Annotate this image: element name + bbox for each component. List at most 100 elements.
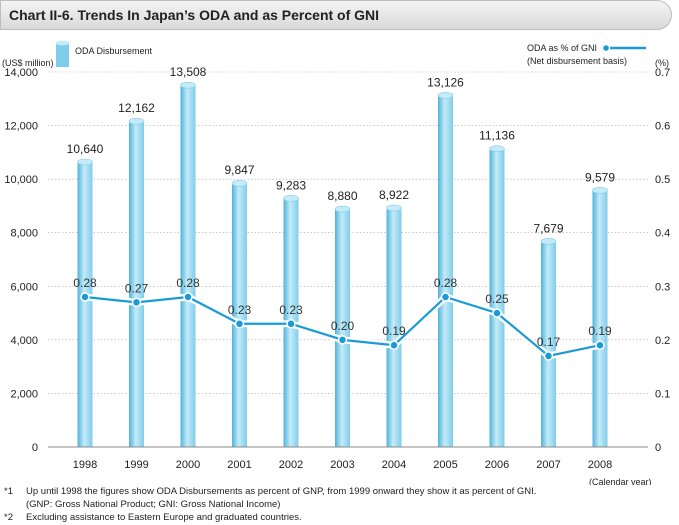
footnote-1: *1 Up until 1998 the figures show ODA Di… (4, 485, 676, 498)
oda-bar-top (437, 92, 454, 99)
chart-title: Chart II-6. Trends In Japan’s ODA and as… (9, 7, 380, 23)
year-tick-label: 2004 (382, 459, 406, 471)
legend-line-marker (601, 43, 611, 53)
oda-bar-value: 9,847 (224, 163, 254, 177)
oda-bar-top (283, 195, 299, 202)
oda-bar (180, 85, 196, 447)
gni-point (440, 292, 451, 302)
oda-bar-value: 8,880 (327, 189, 357, 203)
gni-point (492, 308, 502, 318)
left-tick-label: 10,000 (4, 174, 38, 186)
gni-point-value: 0.20 (331, 319, 355, 333)
legend-bar-label: ODA Disbursement (75, 46, 153, 56)
oda-bar-value: 12,162 (118, 101, 155, 115)
legend-line-label: ODA as % of GNI (527, 43, 597, 53)
oda-bar (335, 209, 350, 447)
gni-point-value: 0.23 (228, 303, 252, 317)
left-tick-label: 14,000 (4, 67, 38, 79)
right-tick-label: 0.2 (655, 335, 670, 347)
right-axis-unit: (%) (655, 58, 669, 68)
legend-bar: ODA Disbursement (56, 40, 153, 67)
year-tick-label: 2001 (227, 459, 251, 471)
year-tick-label: 2002 (279, 459, 303, 471)
footnote-2: *2 Excluding assistance to Eastern Europ… (4, 511, 676, 524)
gni-point-value: 0.25 (485, 292, 509, 306)
year-tick-label: 2003 (330, 459, 354, 471)
line-layer (80, 292, 605, 361)
oda-bar-value: 9,579 (585, 170, 615, 184)
left-tick-label: 0 (32, 442, 38, 454)
gni-point (234, 319, 245, 329)
year-tick-label: 1998 (73, 459, 97, 471)
right-tick-label: 0.3 (655, 281, 670, 293)
gni-point-value: 0.19 (588, 324, 612, 338)
gni-point-value: 0.28 (434, 276, 458, 290)
right-tick-label: 0.7 (655, 67, 670, 79)
right-tick-label: 0 (655, 442, 661, 454)
oda-bar (592, 190, 608, 447)
gni-point (80, 292, 90, 302)
year-tick-label: 2000 (176, 459, 200, 471)
gni-point-value: 0.28 (176, 276, 200, 290)
year-tick-label: 2008 (588, 459, 612, 471)
gni-point-value: 0.17 (537, 335, 561, 349)
oda-bar-top (77, 158, 93, 166)
oda-bar-top (128, 117, 145, 125)
gni-point-value: 0.27 (125, 281, 149, 295)
year-tick-label: 2006 (485, 459, 509, 471)
year-tick-label: 1999 (124, 459, 148, 471)
right-tick-label: 0.1 (655, 388, 670, 400)
left-tick-label: 6,000 (10, 281, 38, 293)
oda-bar-top (540, 238, 557, 245)
bar-layer (77, 81, 608, 448)
left-tick-label: 8,000 (10, 228, 38, 240)
footnote-1-mark: *1 (4, 486, 13, 497)
footnotes: *1 Up until 1998 the figures show ODA Di… (4, 485, 676, 524)
gni-point-value: 0.23 (279, 303, 303, 317)
oda-bar-value: 7,679 (533, 221, 563, 235)
legend-bar-swatch (56, 43, 69, 67)
left-tick-label: 12,000 (4, 121, 38, 133)
oda-bar-value: 11,136 (479, 129, 515, 143)
gni-point (183, 292, 193, 302)
oda-bar-value: 10,640 (67, 142, 104, 156)
oda-bar (232, 183, 247, 447)
oda-bar (438, 95, 453, 448)
right-tick-label: 0.6 (655, 121, 670, 133)
year-tick-label: 2007 (536, 459, 560, 471)
oda-bar-value: 13,508 (170, 65, 207, 79)
right-tick-label: 0.5 (655, 174, 670, 186)
legend-line: ODA as % of GNI (Net disbursement basis) (527, 43, 646, 66)
left-tick-label: 4,000 (10, 335, 38, 347)
gni-point (337, 335, 348, 345)
oda-bar-top (334, 205, 351, 213)
oda-bar-top (386, 204, 402, 212)
label-layer: 10,640 12,162 13,508 9,847 9,283 8,880 8,922 13… (67, 65, 616, 349)
footnote-2-mark: *2 (4, 512, 13, 523)
oda-bar-top (592, 187, 608, 194)
left-axis-unit: (US$ million) (2, 58, 54, 68)
oda-bar (386, 208, 402, 447)
oda-bar-top (180, 81, 196, 89)
x-axis-label: (Calendar year) (589, 477, 652, 485)
footnote-1b-mark (4, 498, 26, 511)
oda-bar (541, 241, 556, 447)
oda-bar-top (489, 145, 505, 153)
footnote-1-text: Up until 1998 the figures show ODA Disbu… (26, 486, 537, 497)
gni-point (389, 340, 399, 350)
chart-svg: 10,640 12,162 13,508 9,847 9,283 8,880 8,922 13… (2, 40, 670, 485)
gni-point (543, 351, 554, 361)
chart-title-bar: Chart II-6. Trends In Japan’s ODA and as… (0, 0, 672, 30)
oda-bar (489, 148, 505, 447)
footnote-1b-text: (GNP: Gross National Product; GNI: Gross… (26, 499, 281, 510)
legend-bar-swatch-top (56, 40, 69, 46)
oda-bar-value: 13,126 (427, 75, 464, 89)
oda-bar-value: 9,283 (276, 178, 306, 192)
left-tick-label: 2,000 (10, 388, 38, 400)
footnote-1-continued: (GNP: Gross National Product; GNI: Gross… (4, 498, 676, 511)
gni-point-value: 0.28 (73, 276, 97, 290)
oda-bar (129, 121, 144, 447)
year-tick-label: 2005 (433, 459, 457, 471)
gni-point-value: 0.19 (382, 324, 406, 338)
gni-point (286, 319, 296, 329)
